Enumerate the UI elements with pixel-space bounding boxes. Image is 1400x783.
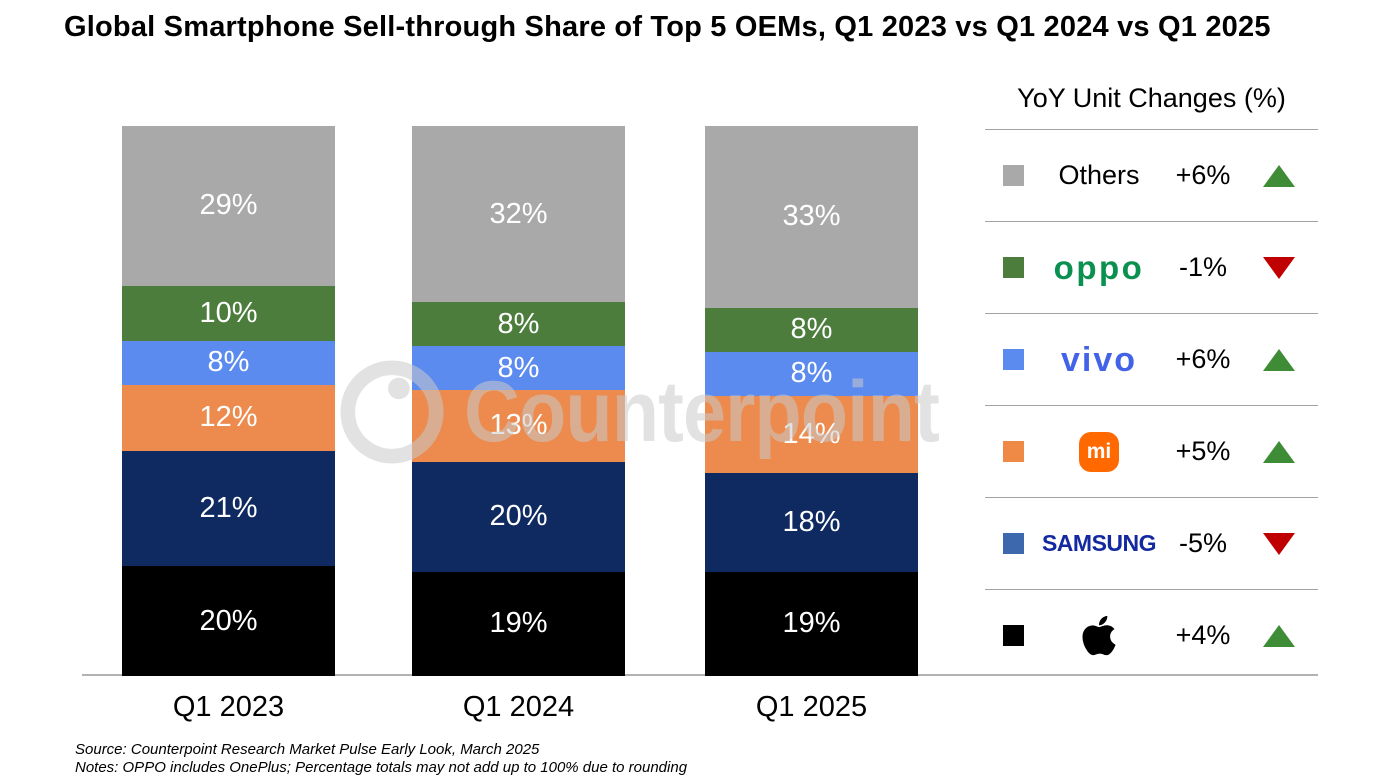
legend-brand-oppo: oppo: [1031, 251, 1167, 284]
up-triangle-icon: [1262, 164, 1295, 187]
source-note: Source: Counterpoint Research Market Pul…: [75, 741, 540, 758]
rounding-note: Notes: OPPO includes OnePlus; Percentage…: [75, 759, 688, 776]
segment-value-label: 8%: [497, 307, 540, 340]
bar-segment-apple-q1-2025: 19%: [705, 571, 918, 676]
stacked-bar-q1-2025: 33% 8% 8% 14% 18% 19%: [705, 126, 918, 676]
mi-logo-text: mi: [1086, 440, 1112, 463]
bar-segment-vivo-q1-2024: 8%: [412, 346, 625, 390]
trend-cell-others: [1239, 164, 1318, 187]
bar-segment-vivo-q1-2023: 8%: [122, 340, 335, 385]
segment-value-label: 8%: [497, 351, 540, 384]
bar-segment-xiaomi-q1-2025: 14%: [705, 395, 918, 473]
segment-value-label: 20%: [199, 604, 258, 637]
bar-segment-xiaomi-q1-2024: 13%: [412, 390, 625, 462]
bar-segment-oppo-q1-2025: 8%: [705, 307, 918, 352]
yoy-change-vivo: +6%: [1175, 344, 1231, 374]
trend-cell-oppo: [1239, 256, 1318, 279]
segment-value-label: 8%: [207, 346, 250, 378]
down-triangle-icon: [1262, 532, 1295, 555]
segment-value-label: 12%: [199, 401, 258, 433]
up-triangle-icon: [1262, 624, 1295, 647]
legend-swatch-others: [1003, 165, 1024, 186]
legend-brand-samsung: SAMSUNG: [1031, 532, 1167, 555]
yoy-change-samsung: -5%: [1178, 528, 1227, 558]
samsung-logo: SAMSUNG: [1041, 530, 1157, 556]
bar-segment-vivo-q1-2025: 8%: [705, 351, 918, 396]
legend-brand-vivo: vivo: [1031, 343, 1167, 377]
legend-swatch-apple: [1003, 625, 1024, 646]
segment-value-label: 32%: [489, 197, 548, 230]
bar-segment-oppo-q1-2023: 10%: [122, 285, 335, 341]
legend-swatch-vivo: [1003, 349, 1024, 370]
legend-swatch-xiaomi: [1003, 441, 1024, 462]
stacked-bar-q1-2023: 29% 10% 8% 12% 21% 20%: [122, 126, 335, 676]
trend-cell-samsung: [1239, 532, 1318, 555]
footer: Source: Counterpoint Research Market Pul…: [75, 741, 687, 777]
bar-segment-others-q1-2025: 33%: [705, 126, 918, 308]
oppo-logo: oppo: [1053, 249, 1145, 286]
vivo-logo: vivo: [1060, 340, 1138, 379]
segment-value-label: 19%: [782, 607, 841, 640]
x-axis-line: [82, 674, 1318, 676]
bar-segment-apple-q1-2024: 19%: [412, 571, 625, 676]
segment-value-label: 18%: [782, 505, 841, 538]
legend-row-xiaomi: mi +5%: [985, 405, 1318, 497]
legend-brand-apple: [1031, 613, 1167, 658]
bar-segment-apple-q1-2023: 20%: [122, 566, 335, 676]
bar-segment-samsung-q1-2025: 18%: [705, 472, 918, 572]
x-axis-label-q1-2023: Q1 2023: [172, 691, 285, 723]
bar-segment-samsung-q1-2024: 20%: [412, 461, 625, 572]
trend-cell-apple: [1239, 624, 1318, 647]
bar-segment-samsung-q1-2023: 21%: [122, 450, 335, 566]
segment-value-label: 8%: [790, 357, 833, 389]
segment-value-label: 29%: [199, 189, 258, 222]
legend-brand-others: Others: [1031, 160, 1167, 191]
up-triangle-icon: [1262, 348, 1295, 371]
chart-title: Global Smartphone Sell-through Share of …: [64, 11, 1271, 43]
trend-cell-vivo: [1239, 348, 1318, 371]
legend-row-others: Others +6%: [985, 129, 1318, 221]
bar-segment-others-q1-2024: 32%: [412, 126, 625, 302]
yoy-change-xiaomi: +5%: [1175, 436, 1231, 466]
down-triangle-icon: [1262, 256, 1295, 279]
segment-value-label: 8%: [790, 313, 833, 345]
legend-swatch-samsung: [1003, 533, 1024, 554]
legend-panel: YoY Unit Changes (%) Others +6% oppo -1% viv…: [985, 83, 1318, 681]
legend-rows: Others +6% oppo -1% vivo +6% mi +5% SAMSUNG -5% +4…: [985, 129, 1318, 681]
segment-value-label: 14%: [782, 417, 841, 450]
segment-value-label: 13%: [489, 409, 548, 442]
bar-segment-xiaomi-q1-2023: 12%: [122, 384, 335, 451]
segment-value-label: 20%: [489, 500, 548, 532]
segment-value-label: 33%: [782, 200, 841, 233]
legend-brand-xiaomi: mi: [1031, 431, 1167, 472]
up-triangle-icon: [1262, 440, 1295, 463]
legend-row-vivo: vivo +6%: [985, 313, 1318, 405]
legend-row-apple: +4%: [985, 589, 1318, 681]
x-axis-label-q1-2025: Q1 2025: [755, 691, 868, 723]
xiaomi-mi-logo: mi: [1079, 431, 1119, 472]
segment-value-label: 19%: [489, 607, 548, 640]
legend-title: YoY Unit Changes (%): [1017, 83, 1286, 113]
segment-value-label: 21%: [199, 491, 258, 524]
yoy-change-others: +6%: [1175, 160, 1231, 190]
x-axis-label-q1-2024: Q1 2024: [462, 691, 575, 723]
legend-swatch-oppo: [1003, 257, 1024, 278]
apple-logo-icon: [1082, 615, 1116, 656]
yoy-change-apple: +4%: [1175, 620, 1231, 650]
legend-row-oppo: oppo -1%: [985, 221, 1318, 313]
stacked-bar-q1-2024: 32% 8% 8% 13% 20% 19%: [412, 126, 625, 676]
brand-label: Others: [1058, 160, 1140, 190]
yoy-change-oppo: -1%: [1178, 252, 1227, 282]
bar-segment-oppo-q1-2024: 8%: [412, 302, 625, 346]
segment-value-label: 10%: [199, 296, 258, 329]
bar-segment-others-q1-2023: 29%: [122, 126, 335, 286]
legend-row-samsung: SAMSUNG -5%: [985, 497, 1318, 589]
trend-cell-xiaomi: [1239, 440, 1318, 463]
